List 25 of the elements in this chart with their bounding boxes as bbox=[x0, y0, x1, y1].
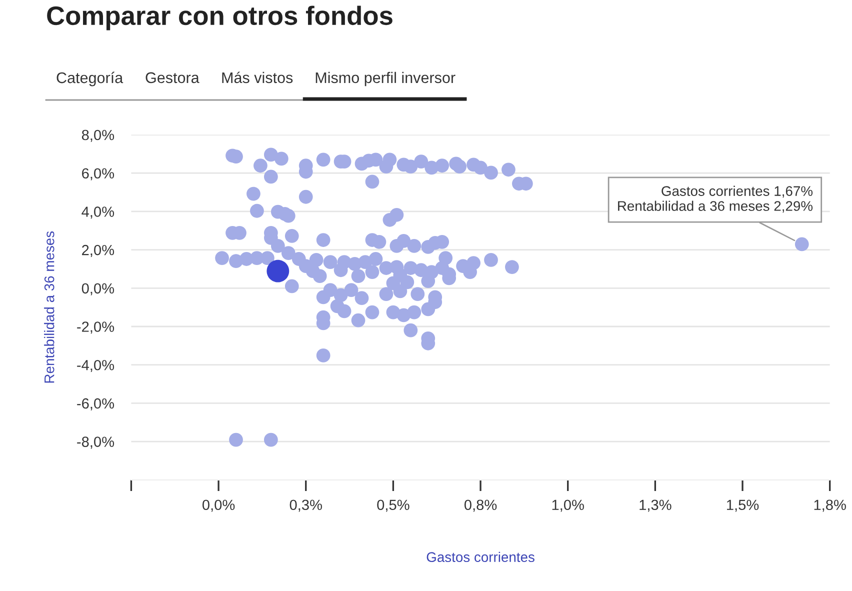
x-tick-label: 1,5% bbox=[727, 500, 759, 512]
x-tick-label: 0,5% bbox=[377, 500, 410, 512]
y-tick-label: 6,0% bbox=[82, 168, 114, 180]
x-tick-label: 0,8% bbox=[464, 500, 497, 512]
y-tick-label: -8,0% bbox=[77, 436, 114, 449]
text: Gestora bbox=[146, 72, 200, 84]
x-tick-label: 1,8% bbox=[814, 500, 846, 512]
x-tick-label: 1,0% bbox=[552, 500, 584, 512]
text: Mismo perfil inversor bbox=[316, 72, 456, 86]
y-axis-title: Rentabilidad a 36 meses bbox=[44, 231, 54, 383]
y-tick-label: 8,0% bbox=[82, 130, 114, 142]
chart-title: Comparar con otros fondos bbox=[47, 6, 392, 30]
x-axis-title: Gastos corrientes bbox=[426, 552, 534, 562]
text: Más vistos bbox=[222, 72, 293, 84]
y-tick-label: -4,0% bbox=[77, 360, 114, 372]
text: Categoría bbox=[56, 72, 124, 86]
annotation: Gastos corrientes 1,67% Rentabilidad a 36 meses 2,29% bbox=[618, 186, 813, 213]
x-tick-label: 0,3% bbox=[290, 500, 322, 512]
y-tick-label: -2,0% bbox=[77, 322, 114, 334]
y-tick-label: 2,0% bbox=[82, 244, 114, 257]
y-tick-label: -6,0% bbox=[77, 398, 114, 410]
y-tick-label: 0,0% bbox=[82, 283, 114, 296]
x-tick-label: 1,3% bbox=[640, 500, 672, 512]
x-tick-label: 0,0% bbox=[202, 500, 235, 512]
y-tick-label: 4,0% bbox=[82, 206, 114, 219]
